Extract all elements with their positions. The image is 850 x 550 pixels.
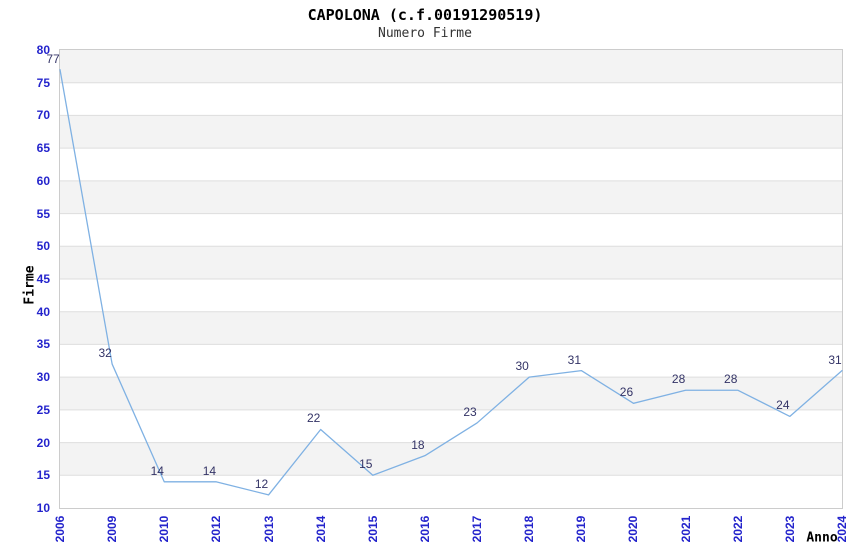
data-point-label: 24 bbox=[776, 398, 790, 413]
plot-band bbox=[60, 442, 842, 476]
x-tick-label: 2010 bbox=[157, 515, 172, 543]
y-tick-label: 70 bbox=[36, 108, 50, 123]
x-tick-label: 2017 bbox=[470, 515, 485, 543]
chart-title: CAPOLONA (c.f.00191290519) bbox=[307, 6, 543, 24]
y-tick-label: 40 bbox=[36, 304, 50, 319]
y-tick-label: 75 bbox=[36, 75, 50, 90]
y-tick-label: 60 bbox=[36, 173, 50, 188]
data-point-label: 77 bbox=[46, 51, 60, 66]
x-axis-title: Anno bbox=[806, 530, 838, 546]
x-tick-label: 2021 bbox=[678, 515, 693, 543]
x-tick-label: 2012 bbox=[209, 515, 224, 543]
data-point-label: 22 bbox=[306, 411, 321, 426]
y-tick-label: 35 bbox=[36, 337, 50, 352]
y-tick-label: 25 bbox=[36, 402, 50, 417]
x-tick-label: 2013 bbox=[261, 515, 276, 543]
data-point-label: 14 bbox=[202, 463, 217, 478]
plot-band bbox=[60, 279, 842, 312]
data-point-label: 23 bbox=[463, 404, 477, 419]
x-tick-label: 2015 bbox=[365, 515, 380, 543]
y-tick-label: 10 bbox=[36, 501, 50, 515]
data-point-label: 18 bbox=[411, 437, 425, 452]
x-tick-label: 2009 bbox=[105, 515, 120, 543]
chart-subtitle: Numero Firme bbox=[378, 26, 472, 41]
plot-band bbox=[60, 246, 842, 279]
plot-band bbox=[60, 180, 842, 214]
data-point-label: 31 bbox=[567, 352, 582, 367]
y-tick-label: 30 bbox=[36, 370, 50, 385]
data-point-label: 12 bbox=[254, 476, 269, 491]
plot-band bbox=[60, 475, 842, 508]
y-tick-label: 45 bbox=[36, 272, 50, 286]
plot-band bbox=[60, 311, 842, 345]
data-point-label: 26 bbox=[619, 385, 634, 400]
plot-band bbox=[60, 409, 842, 443]
x-tick-label: 2019 bbox=[574, 515, 589, 543]
plot-band bbox=[60, 148, 842, 181]
data-point-label: 31 bbox=[828, 352, 842, 367]
data-point-label: 15 bbox=[359, 457, 373, 472]
plot-area: 77 32 14 14 12 22 15 18 23 30 31 26 28 28 24 31 bbox=[46, 49, 843, 509]
data-point-label: 28 bbox=[724, 372, 738, 387]
line-series-svg bbox=[59, 50, 843, 508]
x-tick-label: 2018 bbox=[522, 515, 537, 543]
x-tick-label: 2024 bbox=[835, 515, 849, 543]
y-tick-label: 80 bbox=[36, 43, 50, 57]
plot-band bbox=[60, 344, 842, 378]
data-point-label: 32 bbox=[98, 346, 112, 361]
data-point-label: 28 bbox=[671, 372, 686, 387]
data-line bbox=[59, 68, 843, 496]
x-tick-label: 2022 bbox=[730, 515, 745, 543]
data-point-label: 14 bbox=[150, 463, 164, 478]
x-tick-label: 2014 bbox=[313, 515, 328, 543]
plot-band bbox=[60, 213, 842, 247]
plot-band bbox=[60, 377, 842, 410]
y-tick-label: 55 bbox=[36, 206, 50, 221]
x-tick-label: 2020 bbox=[626, 515, 641, 543]
y-tick-label: 15 bbox=[36, 468, 50, 483]
y-tick-label: 65 bbox=[36, 141, 50, 156]
plot-band bbox=[60, 50, 842, 83]
data-point-label: 30 bbox=[515, 359, 529, 374]
plot-band bbox=[60, 82, 842, 116]
x-tick-label: 2016 bbox=[417, 515, 432, 543]
y-tick-label: 20 bbox=[36, 435, 50, 450]
y-tick-label: 50 bbox=[36, 239, 50, 254]
x-tick-label: 2006 bbox=[53, 515, 67, 543]
plot-band bbox=[60, 115, 842, 149]
x-tick-label: 2023 bbox=[782, 515, 797, 543]
